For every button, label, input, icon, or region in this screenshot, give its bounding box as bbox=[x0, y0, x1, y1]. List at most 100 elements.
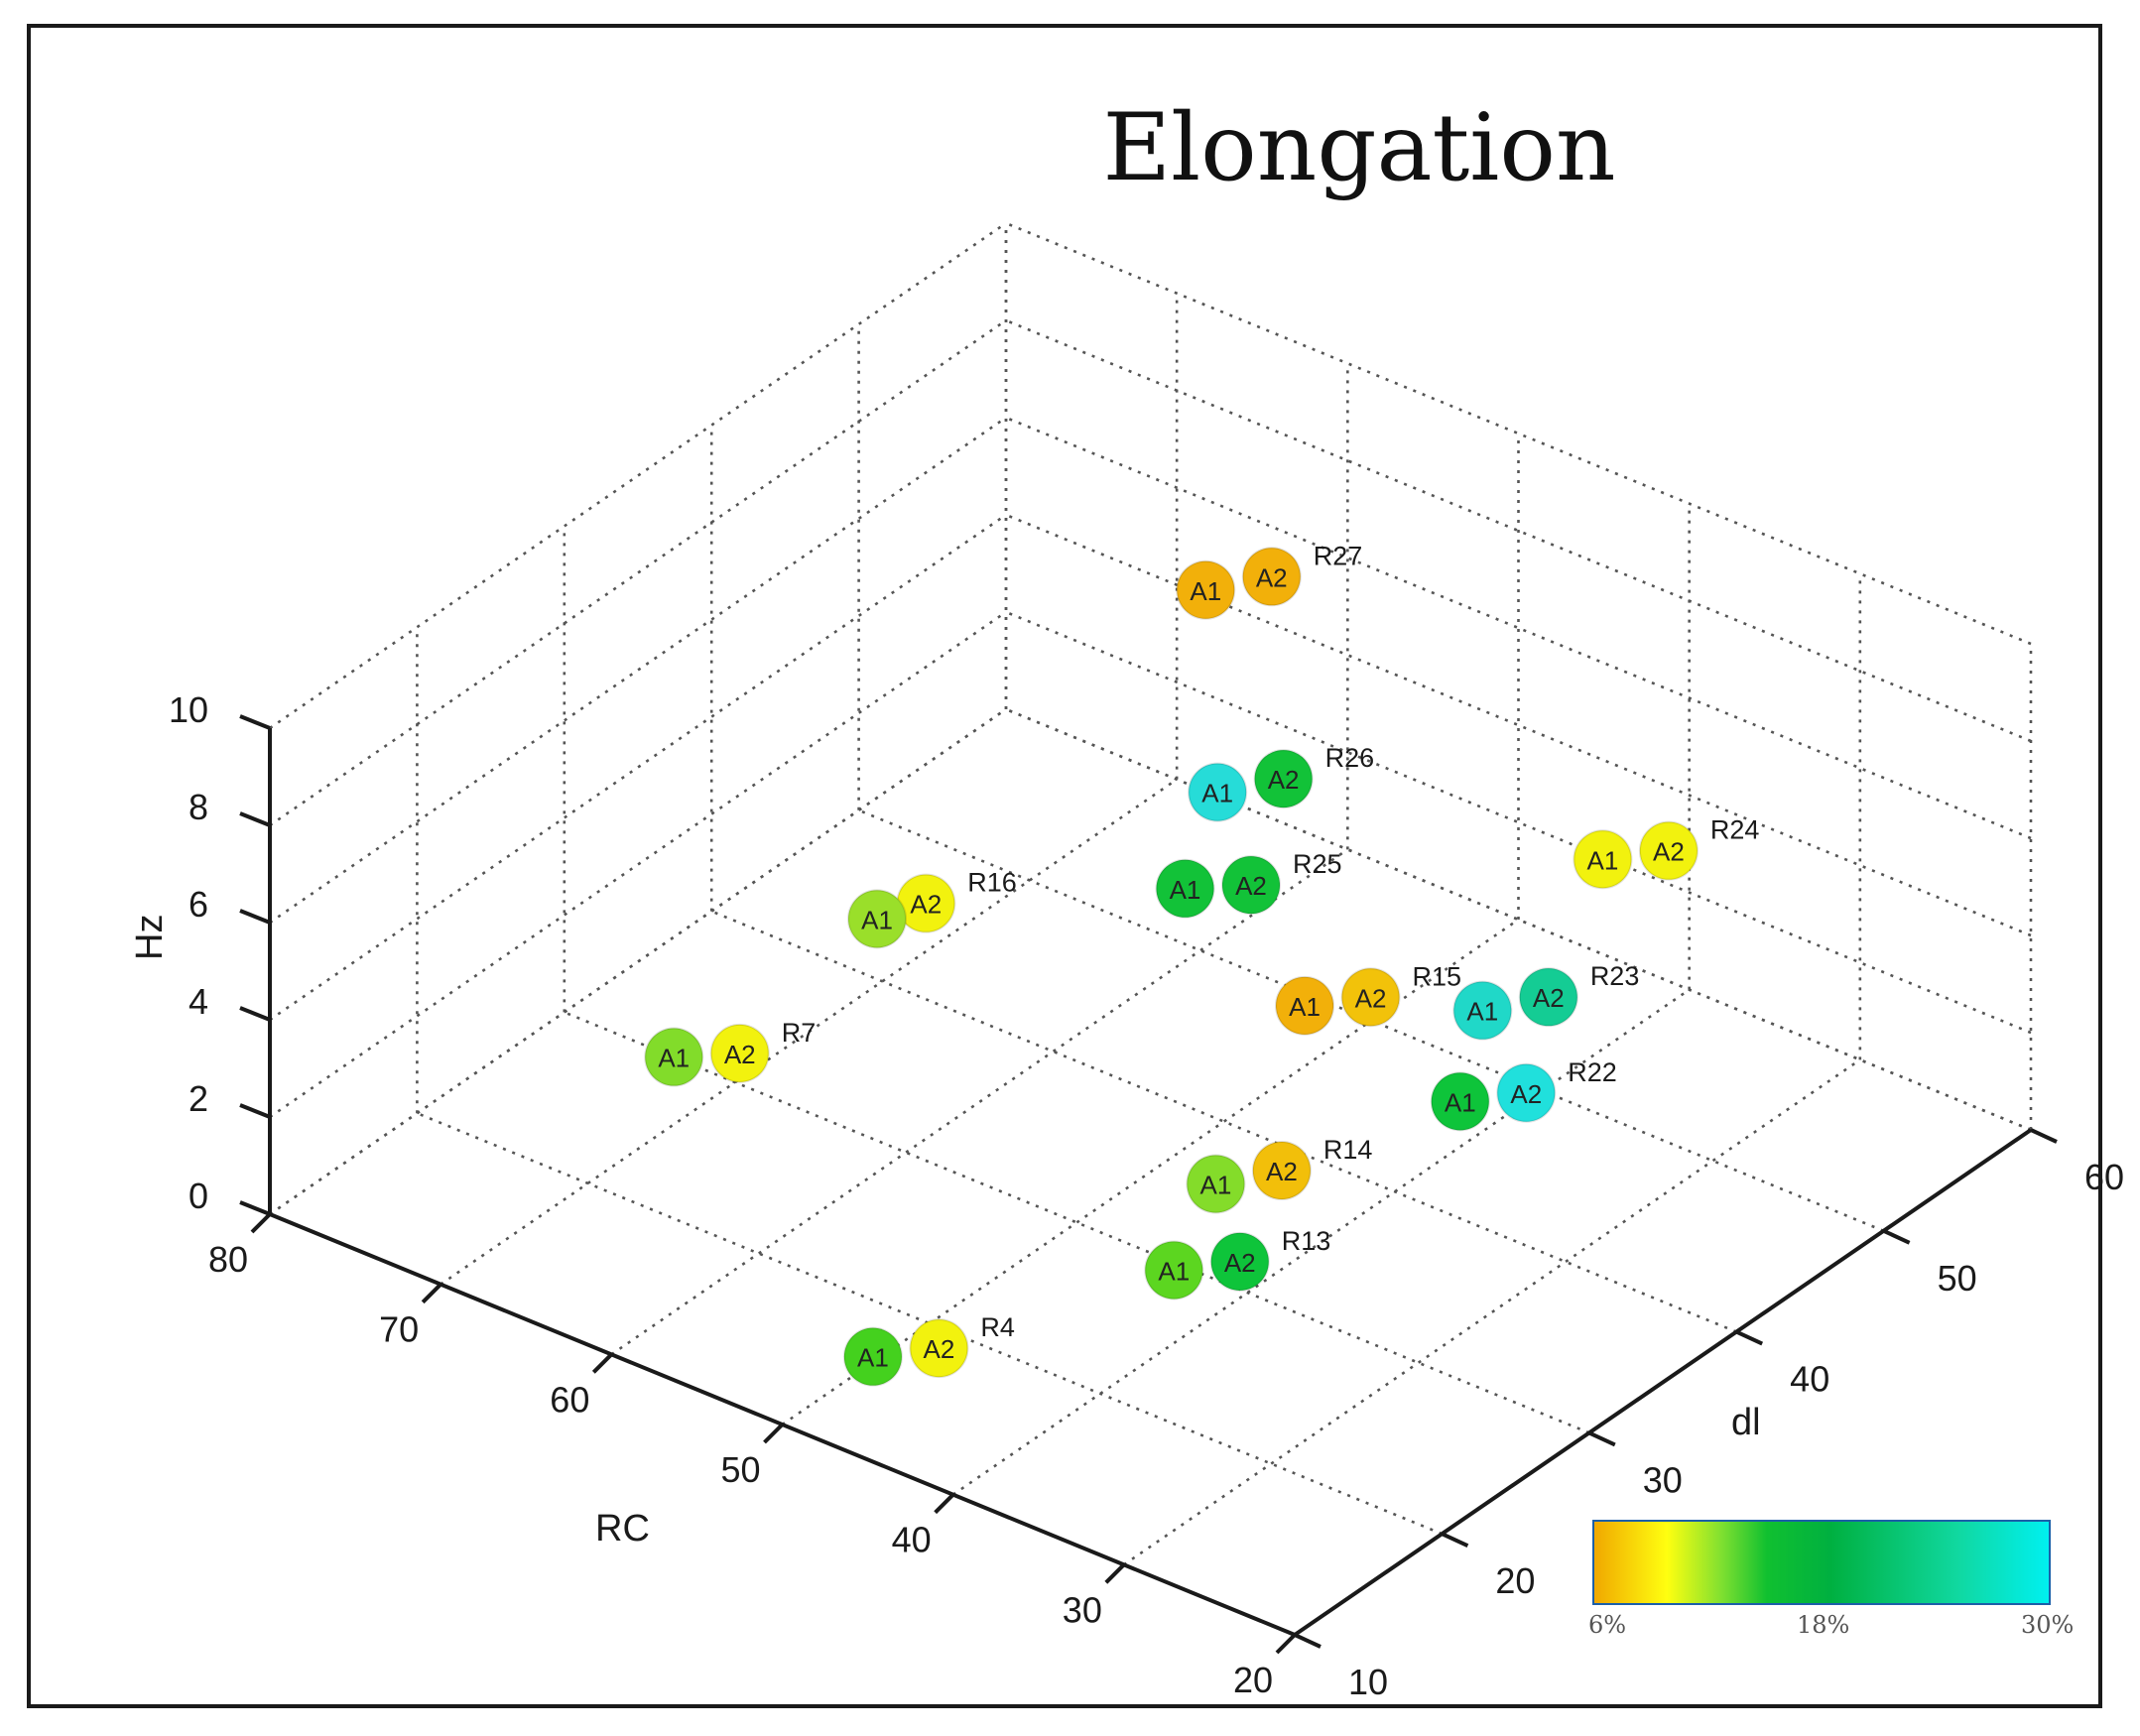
point-marker-label: A1 bbox=[1190, 576, 1221, 606]
point-marker-label: A2 bbox=[1533, 983, 1565, 1013]
data-point-R13-A2 bbox=[1209, 1231, 1270, 1292]
series-label: R25 bbox=[1293, 849, 1342, 879]
side-wall-gridline bbox=[269, 318, 1007, 827]
tick-labels: 20 30 40 50 60 70 80 10 20 30 40 50 60 0 2 4 6 8 10 bbox=[169, 689, 2124, 1702]
z-tick-label: 0 bbox=[189, 1176, 208, 1216]
back-wall-gridline bbox=[1005, 707, 2032, 1132]
point-marker-label: A2 bbox=[1355, 983, 1387, 1013]
y-tick-label: 20 bbox=[1495, 1560, 1535, 1601]
z-tick-mark bbox=[239, 909, 271, 925]
point-marker-label: A1 bbox=[857, 1343, 889, 1373]
point-marker-label: A1 bbox=[1200, 1170, 1232, 1199]
back-wall-gridline bbox=[1005, 513, 2032, 937]
chart-title: Elongation bbox=[1102, 94, 1616, 202]
series-R16: A2 A1 R16 bbox=[847, 868, 1017, 949]
x-tick-mark bbox=[591, 1352, 613, 1374]
z-tick-label: 2 bbox=[189, 1078, 208, 1119]
point-marker-label: A1 bbox=[1445, 1087, 1476, 1117]
y-tick-label: 30 bbox=[1643, 1459, 1683, 1500]
data-point-R27-A1 bbox=[1176, 559, 1236, 620]
series-R22: A2 A1 R22 bbox=[1430, 1057, 1617, 1132]
data-point-R15-A1 bbox=[1275, 975, 1335, 1036]
data-point-R14-A2 bbox=[1251, 1141, 1312, 1200]
side-wall-gridline bbox=[269, 416, 1007, 925]
side-wall-gridline bbox=[269, 707, 1007, 1216]
series-label: R4 bbox=[980, 1312, 1015, 1342]
point-marker-label: A1 bbox=[658, 1044, 690, 1073]
x-tick-label: 40 bbox=[892, 1520, 932, 1560]
back-wall-gridline bbox=[1005, 318, 2032, 743]
series-label: R15 bbox=[1413, 961, 1462, 991]
series-R15: A2 A1 R15 bbox=[1275, 961, 1462, 1036]
x-tick-label: 80 bbox=[208, 1239, 248, 1280]
x-tick-mark bbox=[763, 1423, 784, 1444]
series-R4: A2 A1 R4 bbox=[842, 1312, 1015, 1387]
y-tick-mark bbox=[1294, 1633, 1322, 1649]
z-tick-label: 10 bbox=[169, 689, 208, 730]
floor-gridline bbox=[710, 910, 1737, 1333]
figure-border bbox=[27, 24, 2102, 1708]
side-wall-gridline bbox=[269, 513, 1007, 1022]
data-point-R7-A2 bbox=[709, 1023, 770, 1083]
point-marker-label: A2 bbox=[1224, 1248, 1256, 1278]
y-tick-label: 40 bbox=[1790, 1359, 1829, 1400]
data-point-R25-A2 bbox=[1221, 855, 1282, 916]
data-point-R24-A1 bbox=[1573, 829, 1633, 890]
y-tick-mark bbox=[1735, 1329, 1764, 1346]
colorbar-label-max: 30% bbox=[2021, 1611, 2075, 1639]
series-label: R13 bbox=[1282, 1226, 1331, 1256]
point-marker-label: A2 bbox=[1256, 562, 1288, 592]
point-marker-label: A1 bbox=[1466, 997, 1498, 1027]
grid-lines bbox=[268, 221, 2033, 1637]
side-wall-gridline bbox=[269, 221, 1007, 730]
data-point-R14-A1 bbox=[1186, 1154, 1246, 1214]
series-label: R26 bbox=[1325, 743, 1375, 773]
series-label: R7 bbox=[782, 1018, 817, 1048]
series-label: R16 bbox=[967, 868, 1017, 898]
series-label: R14 bbox=[1323, 1135, 1373, 1165]
point-marker-label: A1 bbox=[1289, 992, 1321, 1022]
z-tick-label: 6 bbox=[189, 884, 208, 925]
point-marker-label: A2 bbox=[1268, 765, 1300, 795]
z-tick-mark bbox=[239, 1103, 271, 1119]
colorbar-label-mid: 18% bbox=[1797, 1611, 1850, 1639]
data-point-R22-A1 bbox=[1430, 1071, 1490, 1132]
x-tick-mark bbox=[421, 1283, 442, 1304]
data-points: A2A1R4A2A1R7A2A1R13A2A1R14A2A1R16A2A1R15… bbox=[644, 541, 1759, 1387]
y-axis-label: dl bbox=[1731, 1402, 1761, 1443]
x-tick-label: 60 bbox=[550, 1379, 589, 1420]
back-wall-gridline bbox=[1005, 221, 2032, 646]
z-tick-mark bbox=[239, 1006, 271, 1022]
point-marker-label: A1 bbox=[1158, 1256, 1190, 1286]
colorbar-gradient bbox=[1592, 1520, 2051, 1605]
series-label: R22 bbox=[1568, 1057, 1617, 1087]
series-R23: A2 A1 R23 bbox=[1452, 961, 1639, 1041]
floor-gridline bbox=[564, 1011, 1590, 1434]
point-marker-label: A1 bbox=[861, 905, 893, 934]
y-tick-mark bbox=[1882, 1228, 1911, 1245]
x-tick-mark bbox=[250, 1212, 272, 1234]
data-point-R7-A1 bbox=[644, 1027, 704, 1087]
data-point-R16-A1 bbox=[847, 889, 908, 949]
point-marker-label: A1 bbox=[1587, 845, 1619, 875]
y-tick-label: 50 bbox=[1938, 1258, 1977, 1299]
floor-gridline bbox=[416, 1111, 1443, 1536]
y-tick-mark bbox=[1587, 1430, 1616, 1447]
back-wall-gridline bbox=[1005, 610, 2032, 1035]
x-tick-label: 20 bbox=[1233, 1660, 1273, 1700]
x-axis-label: RC bbox=[595, 1508, 650, 1550]
y-tick-label: 10 bbox=[1348, 1662, 1388, 1702]
y-tick-label: 60 bbox=[2084, 1157, 2124, 1197]
y-axis-line bbox=[1293, 1128, 2033, 1637]
z-tick-mark bbox=[239, 811, 271, 827]
series-R27: A2 A1 R27 bbox=[1176, 541, 1362, 620]
z-tick-mark bbox=[239, 714, 271, 730]
axes bbox=[239, 714, 2058, 1655]
y-tick-mark bbox=[2030, 1128, 2058, 1144]
back-wall-gridline bbox=[1005, 416, 2032, 840]
floor-gridline bbox=[858, 808, 1885, 1233]
x-tick-label: 70 bbox=[379, 1309, 419, 1350]
series-R24: A2 A1 R24 bbox=[1573, 815, 1759, 890]
point-marker-label: A2 bbox=[1266, 1157, 1298, 1186]
